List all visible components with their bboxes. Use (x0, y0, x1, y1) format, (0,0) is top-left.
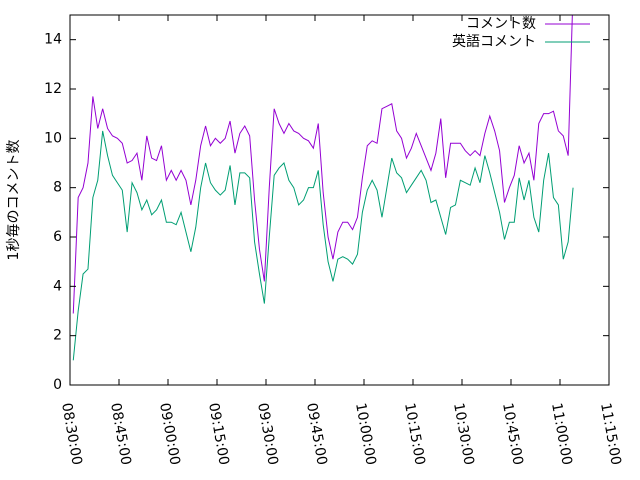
plot-area (72, 15, 574, 361)
y-tick-label: 4 (53, 278, 62, 294)
plot-border (69, 14, 610, 386)
y-tick-label: 8 (53, 180, 62, 196)
legend-label: 英語コメント (452, 33, 536, 50)
series-line (72, 15, 573, 314)
x-tick-label: 10:30:00 (450, 402, 477, 467)
x-tick-label: 10:45:00 (499, 402, 526, 467)
series-line (72, 130, 574, 361)
x-tick-label: 09:30:00 (254, 402, 281, 467)
x-tick-label: 08:45:00 (107, 402, 134, 467)
x-tick-label: 09:00:00 (156, 402, 183, 467)
y-tick-label: 14 (44, 32, 62, 48)
legend-label: コメント数 (466, 16, 536, 32)
y-tick-label: 2 (53, 328, 62, 344)
x-tick-label: 08:30:00 (58, 402, 85, 467)
y-tick-label: 10 (44, 130, 62, 146)
x-tick-label: 10:15:00 (401, 402, 428, 467)
x-tick-label: 11:15:00 (597, 402, 624, 467)
y-tick-label: 12 (44, 81, 62, 97)
x-tick-label: 09:15:00 (205, 402, 232, 467)
y-tick-label: 6 (53, 229, 62, 245)
x-tick-label: 10:00:00 (352, 402, 379, 467)
y-tick-label: 0 (53, 377, 62, 393)
y-axis-label: 1秒毎のコメント数 (6, 140, 22, 261)
x-tick-label: 09:45:00 (303, 402, 330, 467)
x-tick-label: 11:00:00 (548, 402, 575, 467)
